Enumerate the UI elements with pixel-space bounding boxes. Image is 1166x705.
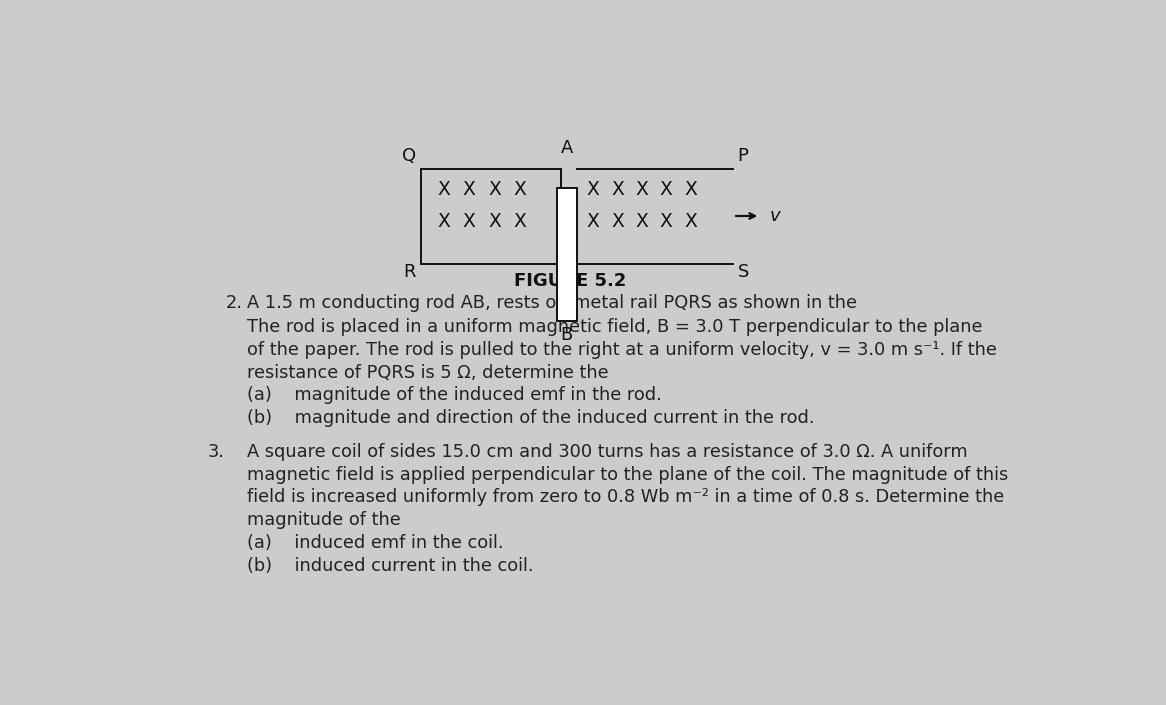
Text: X: X [660, 212, 673, 231]
Text: of the paper. The rod is pulled to the right at a uniform velocity, v = 3.0 m s⁻: of the paper. The rod is pulled to the r… [247, 341, 997, 359]
Text: A 1.5 m conducting rod AB, rests on metal rail PQRS as shown in the: A 1.5 m conducting rod AB, rests on meta… [247, 293, 863, 312]
Text: field is increased uniformly from zero to 0.8 Wb m⁻² in a time of 0.8 s. Determi: field is increased uniformly from zero t… [247, 489, 1004, 506]
Text: X: X [611, 180, 624, 200]
Text: 3.: 3. [208, 443, 224, 461]
Text: B: B [561, 326, 573, 344]
Text: FIGURE 5.2: FIGURE 5.2 [514, 272, 626, 290]
Text: X: X [463, 212, 476, 231]
Text: X: X [437, 180, 450, 200]
Text: Q: Q [402, 147, 416, 165]
Text: X: X [489, 180, 501, 200]
Text: X: X [684, 180, 697, 200]
Text: S: S [738, 263, 749, 281]
Text: X: X [611, 212, 624, 231]
Text: A square coil of sides 15.0 cm and 300 turns has a resistance of 3.0 Ω. A unifor: A square coil of sides 15.0 cm and 300 t… [247, 443, 968, 461]
Text: resistance of PQRS is 5 Ω, determine the: resistance of PQRS is 5 Ω, determine the [247, 364, 609, 381]
Text: X: X [635, 180, 648, 200]
Text: (b)    magnitude and direction of the induced current in the rod.: (b) magnitude and direction of the induc… [247, 409, 815, 427]
Text: X: X [437, 212, 450, 231]
Text: X: X [513, 180, 526, 200]
Text: X: X [586, 180, 599, 200]
Text: A: A [561, 139, 573, 157]
Text: X: X [489, 212, 501, 231]
Text: (b)    induced current in the coil.: (b) induced current in the coil. [247, 557, 534, 575]
Text: X: X [586, 212, 599, 231]
Bar [557, 188, 577, 321]
Text: magnetic field is applied perpendicular to the plane of the coil. The magnitude : magnetic field is applied perpendicular … [247, 466, 1009, 484]
Text: 2.: 2. [225, 293, 243, 312]
Text: The rod is placed in a uniform magnetic field, B = 3.0 T perpendicular to the pl: The rod is placed in a uniform magnetic … [247, 318, 983, 336]
Text: P: P [738, 147, 749, 165]
Text: magnitude of the: magnitude of the [247, 511, 401, 529]
Bar [421, 168, 562, 264]
Text: X: X [635, 212, 648, 231]
Text: X: X [463, 180, 476, 200]
Text: (a)    magnitude of the induced emf in the rod.: (a) magnitude of the induced emf in the … [247, 386, 662, 405]
Text: v: v [770, 207, 780, 225]
Text: X: X [513, 212, 526, 231]
Text: X: X [684, 212, 697, 231]
Text: X: X [660, 180, 673, 200]
Text: (a)    induced emf in the coil.: (a) induced emf in the coil. [247, 534, 504, 552]
Text: R: R [403, 263, 416, 281]
